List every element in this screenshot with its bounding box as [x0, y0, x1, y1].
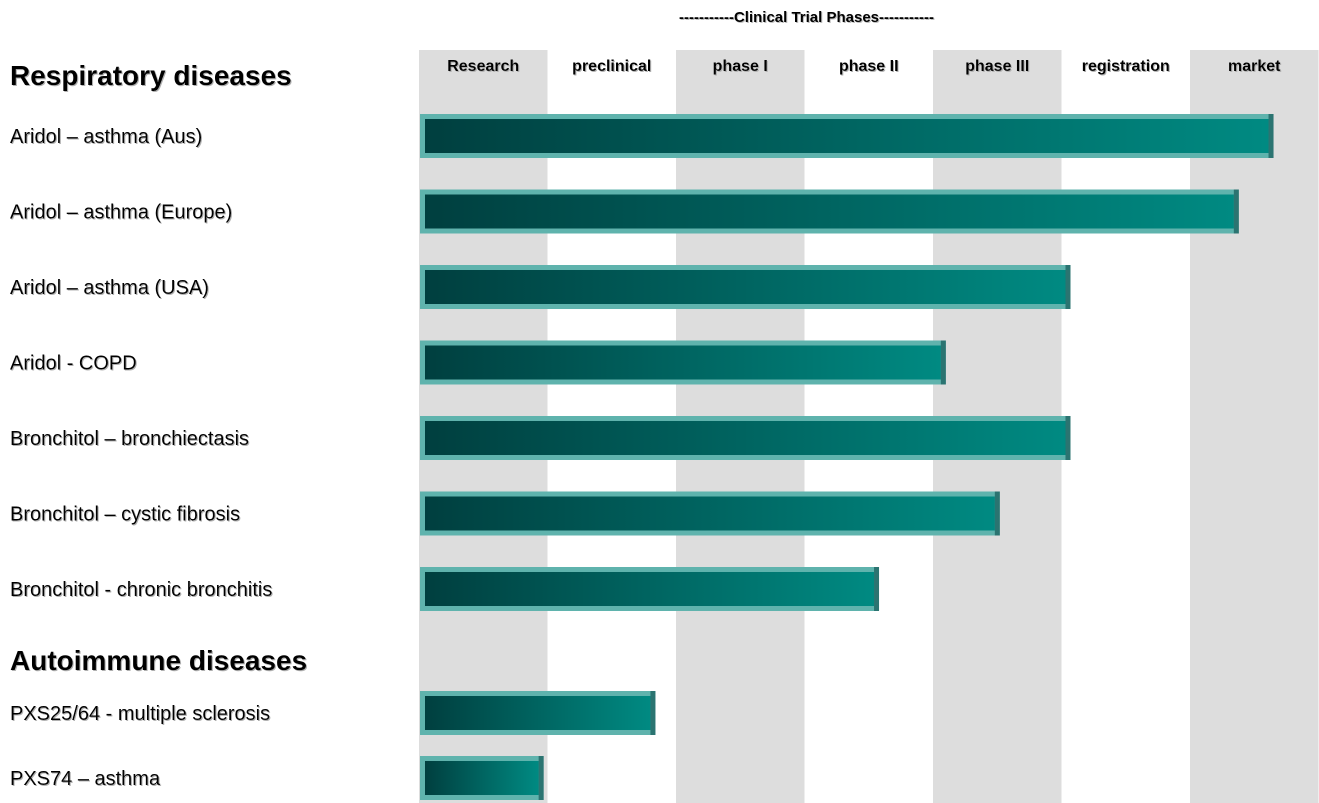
bar-face	[425, 421, 1066, 455]
phase-label-market: market	[1228, 58, 1281, 75]
bars	[420, 114, 1274, 800]
bar-face	[425, 345, 941, 380]
bar-edge	[874, 567, 880, 611]
row-label-bronchitol-chronic-bronchitis: Bronchitol - chronic bronchitis	[10, 579, 272, 601]
bar-aridol-asthma-usa	[420, 265, 1071, 309]
row-label-pxs74-asthma: PXS74 – asthma	[10, 768, 161, 790]
bar-pxs25-64-multiple-sclerosis	[420, 691, 656, 735]
bar-edge	[650, 691, 656, 735]
row-label-aridol-copd: Aridol - COPD	[10, 353, 137, 375]
row-labels: Research preclinical phase I phase II phase …	[10, 58, 1281, 790]
bar-edge	[1065, 416, 1071, 460]
bar-edge	[994, 491, 1000, 536]
bar-aridol-asthma-europe	[420, 189, 1239, 234]
phase-label-phase-i: phase I	[713, 58, 768, 75]
chart-super-title: -----------Clinical Trial Phases--------…	[679, 9, 934, 26]
row-label-aridol-asthma-europe: Aridol – asthma (Europe)	[10, 202, 232, 224]
bar-face	[425, 270, 1066, 304]
phase-label-research: Research	[447, 58, 519, 75]
bar-bronchitol-chronic-bronchitis	[420, 567, 880, 611]
bar-edge	[1233, 189, 1239, 234]
bar-edge	[1268, 114, 1274, 158]
bar-aridol-asthma-aus	[420, 114, 1274, 158]
row-label-pxs25-64-multiple-sclerosis: PXS25/64 - multiple sclerosis	[10, 703, 270, 725]
bar-face	[425, 572, 875, 606]
phase-label-phase-iii: phase III	[965, 58, 1029, 75]
bar-face	[425, 119, 1269, 153]
chart-header: -----------Clinical Trial Phases--------…	[0, 8, 1319, 30]
phase-label-preclinical: preclinical	[572, 58, 651, 75]
bar-face	[425, 696, 651, 730]
row-label-bronchitol-cystic-fibrosis: Bronchitol – cystic fibrosis	[10, 504, 240, 526]
bar-bronchitol-cystic-fibrosis	[420, 491, 1000, 536]
phase-column-market	[1190, 50, 1319, 803]
bar-face	[425, 761, 539, 795]
bar-edge	[940, 340, 946, 385]
bar-aridol-copd	[420, 340, 946, 385]
group-heading-autoimmune-diseases: Autoimmune diseases	[10, 645, 307, 676]
row-label-bronchitol-bronchiectasis: Bronchitol – bronchiectasis	[10, 428, 249, 450]
group-heading-respiratory-diseases: Respiratory diseases	[10, 60, 292, 91]
row-label-aridol-asthma-aus: Aridol – asthma (Aus)	[10, 126, 202, 148]
bar-edge	[538, 756, 544, 800]
phase-label-registration: registration	[1082, 58, 1170, 75]
bar-edge	[1065, 265, 1071, 309]
bar-face	[425, 194, 1234, 229]
phase-label-phase-ii: phase II	[839, 58, 899, 75]
row-label-aridol-asthma-usa: Aridol – asthma (USA)	[10, 277, 209, 299]
bar-face	[425, 496, 995, 531]
bar-bronchitol-bronchiectasis	[420, 416, 1071, 460]
bar-pxs74-asthma	[420, 756, 544, 800]
